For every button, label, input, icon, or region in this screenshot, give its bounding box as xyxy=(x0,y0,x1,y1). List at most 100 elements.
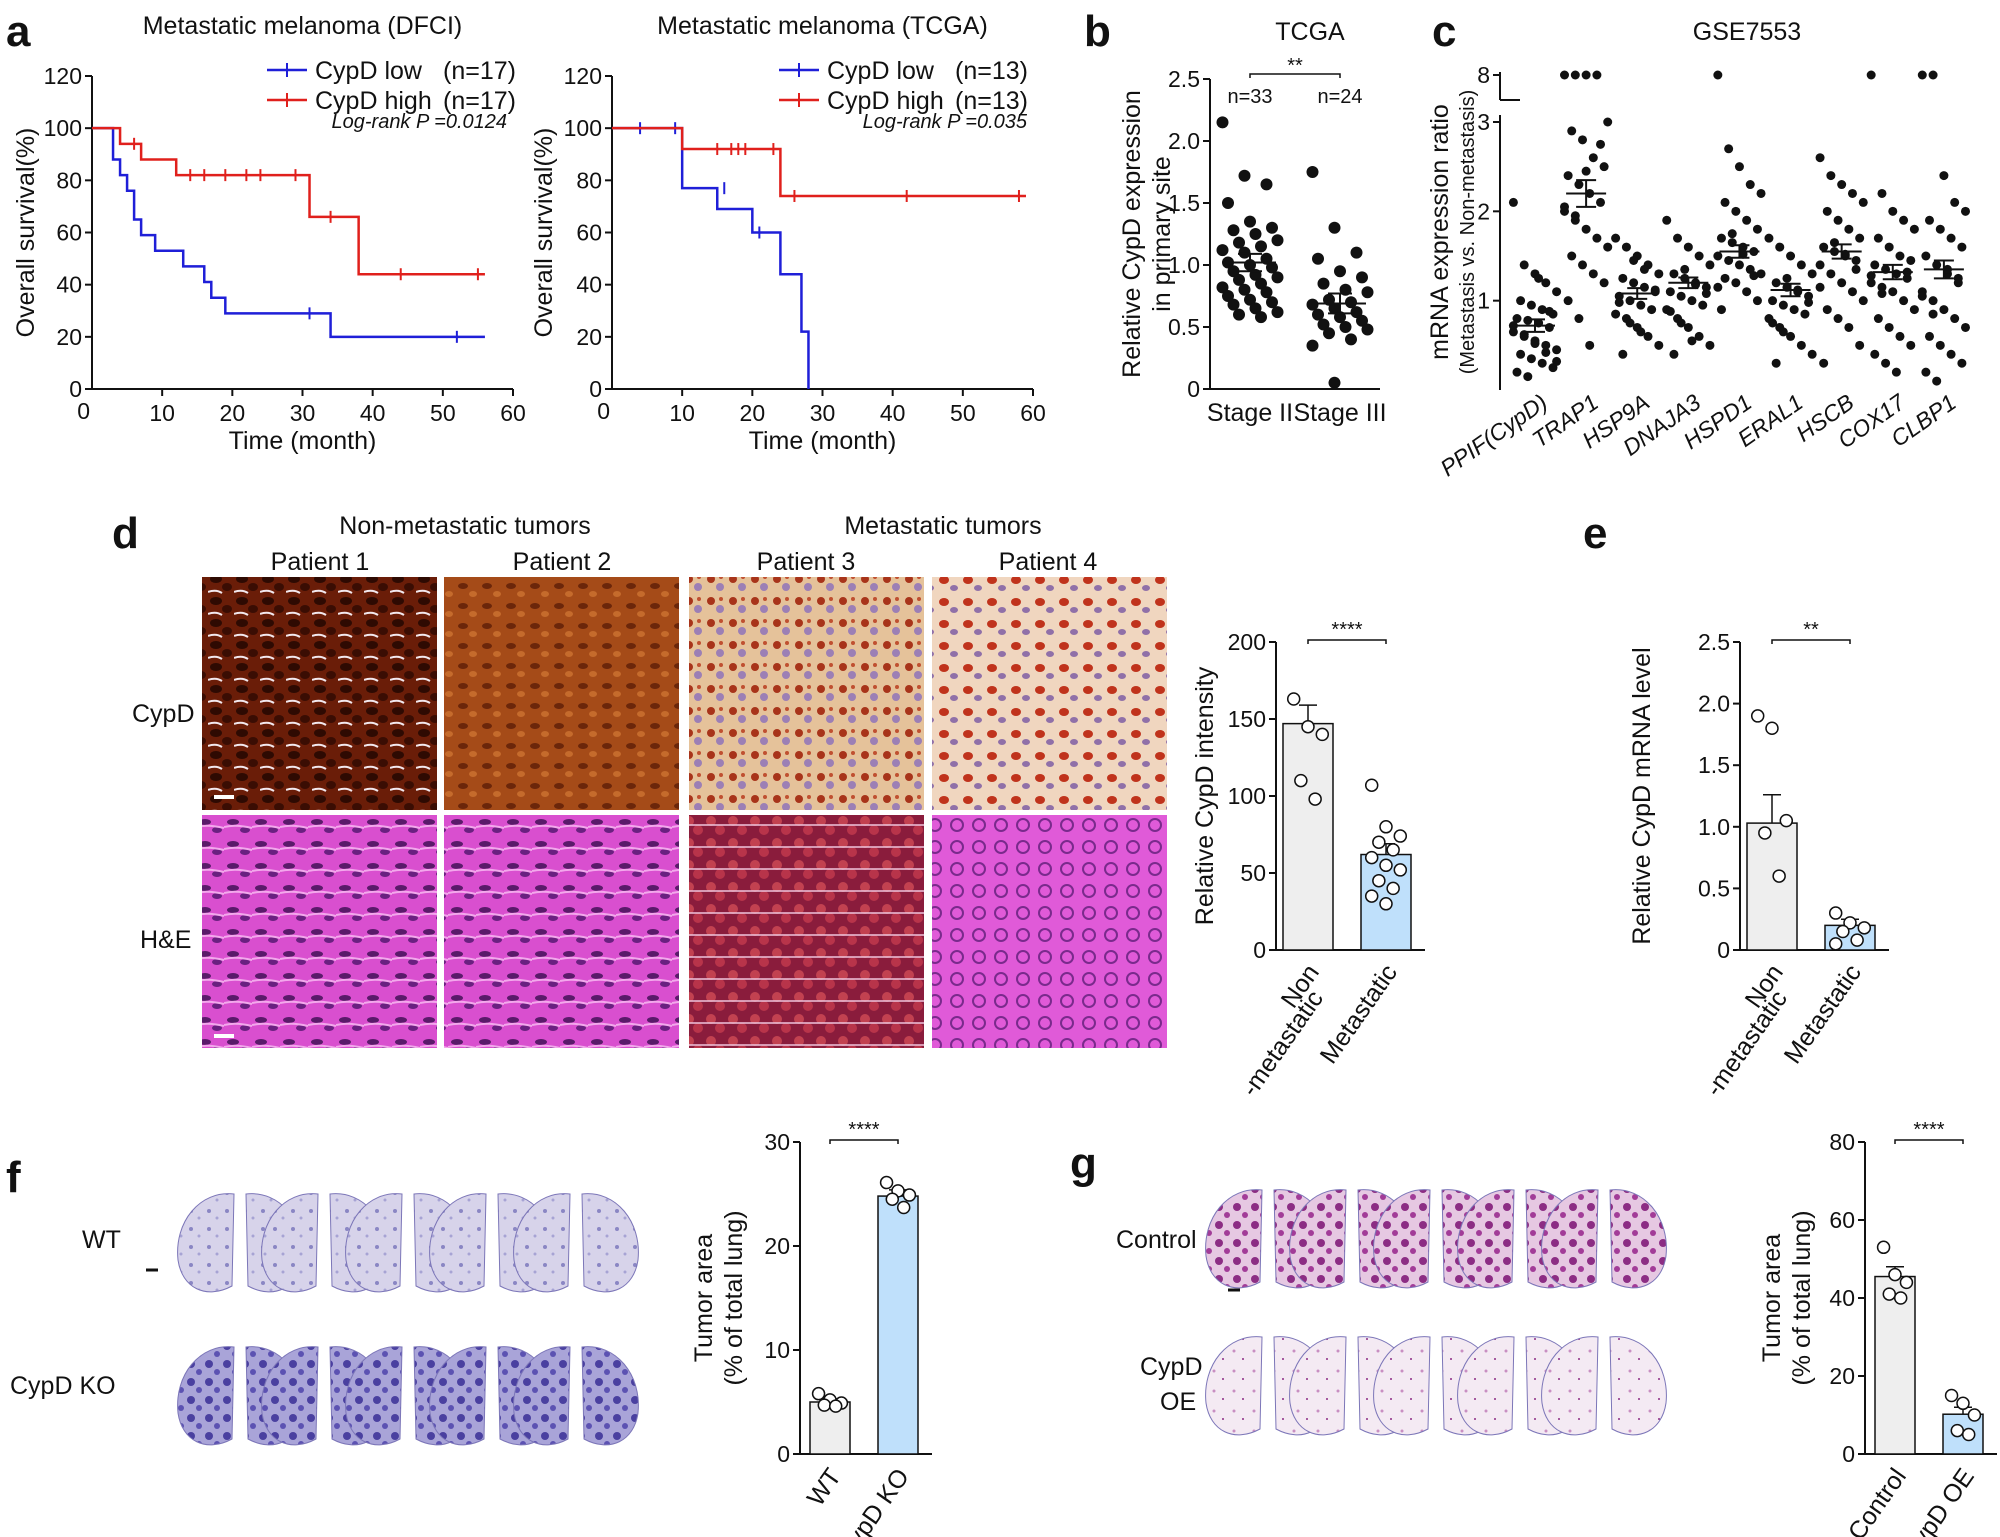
data-point xyxy=(1771,278,1781,288)
y-tick-label: 0.5 xyxy=(1168,314,1200,340)
row-label-cypd-oe-1: CypD xyxy=(1140,1353,1203,1381)
data-point xyxy=(1858,197,1868,207)
legend-n-label: (n=17) xyxy=(443,87,516,115)
data-point xyxy=(1847,188,1857,198)
data-point xyxy=(1596,139,1606,149)
patient-2-label: Patient 2 xyxy=(513,548,612,576)
data-point xyxy=(1222,197,1234,209)
lung-left-lobe xyxy=(1373,1336,1431,1436)
data-point xyxy=(1768,318,1778,328)
y-tick-label: 30 xyxy=(764,1129,790,1155)
data-point xyxy=(1727,229,1737,239)
data-point xyxy=(885,1192,900,1206)
data-point xyxy=(1650,285,1660,295)
data-point xyxy=(1756,269,1766,279)
km-chart-a2: Metastatic melanoma (TCGA)02040608010012… xyxy=(530,12,1046,455)
data-point xyxy=(1625,318,1635,328)
data-point xyxy=(1222,290,1234,302)
data-point xyxy=(1866,271,1876,281)
y-tick-label: 60 xyxy=(576,220,602,246)
bar xyxy=(877,1195,919,1455)
data-point xyxy=(1317,277,1330,290)
data-point xyxy=(1654,340,1664,350)
y-tick-label: 80 xyxy=(56,167,82,193)
data-point xyxy=(1775,242,1785,252)
row-label-cypd-oe-2: OE xyxy=(1160,1388,1196,1416)
data-point xyxy=(1957,242,1967,252)
y-tick-label: 40 xyxy=(56,272,82,298)
data-point xyxy=(1680,264,1690,274)
data-point xyxy=(1899,215,1909,225)
data-point xyxy=(1673,233,1683,243)
significance-bracket xyxy=(1249,73,1341,78)
he-patient-2 xyxy=(444,815,679,1048)
data-point xyxy=(1815,153,1825,163)
legend-n-label: (n=13) xyxy=(955,57,1028,85)
y-tick-label: 2.0 xyxy=(1698,691,1730,717)
data-point xyxy=(1328,376,1341,389)
data-point xyxy=(1866,70,1876,80)
data-point xyxy=(1888,1267,1902,1282)
x-tick-label: 20 xyxy=(740,400,766,426)
data-point xyxy=(1227,224,1240,237)
x-category-label: CypD KO xyxy=(831,1463,915,1537)
data-point xyxy=(1227,265,1240,278)
data-point xyxy=(1312,308,1324,321)
data-point xyxy=(1618,349,1628,359)
data-point xyxy=(1286,692,1301,706)
y-tick-label: 20 xyxy=(764,1233,790,1259)
data-point xyxy=(1516,349,1526,359)
data-point xyxy=(1350,246,1363,259)
data-point xyxy=(1323,327,1335,340)
data-point xyxy=(1758,826,1772,840)
data-point xyxy=(1526,300,1536,310)
data-point xyxy=(1361,323,1374,336)
lung-slice-wt xyxy=(513,1193,639,1293)
y-tick-label: 3 xyxy=(1477,109,1490,135)
data-point xyxy=(1870,349,1880,359)
data-point xyxy=(1694,331,1704,341)
data-point xyxy=(1764,233,1774,243)
data-point xyxy=(1386,881,1400,896)
lung-left-lobe xyxy=(1541,1336,1599,1436)
data-point xyxy=(1909,224,1919,234)
data-point xyxy=(1662,215,1672,225)
data-point xyxy=(1935,224,1945,234)
data-point xyxy=(1563,296,1573,306)
data-point xyxy=(1782,273,1792,283)
x-category-label: Control xyxy=(1843,1463,1912,1537)
chart-title: Metastatic melanoma (TCGA) xyxy=(657,12,988,40)
data-point xyxy=(1541,347,1551,357)
data-point xyxy=(1779,813,1794,828)
y-tick-label: 40 xyxy=(1829,1285,1855,1311)
y-tick-label: 20 xyxy=(56,324,82,350)
data-point xyxy=(1393,863,1408,877)
scatter-chart-b: TCGA 0 0.5 1.0 1.5 2.0 2.5 Relative CypD expres… xyxy=(1118,18,1387,427)
data-point xyxy=(1560,70,1570,80)
y-axis-label: Relative CypD mRNA level xyxy=(1628,647,1656,944)
y-axis-label: (% of total lung) xyxy=(720,1210,748,1385)
data-point xyxy=(1772,869,1786,883)
data-point xyxy=(1519,260,1529,270)
data-point xyxy=(1749,271,1759,281)
data-point xyxy=(1924,215,1934,225)
data-point xyxy=(1629,255,1639,265)
data-point xyxy=(1895,331,1905,341)
data-point xyxy=(1592,70,1602,80)
data-point xyxy=(1334,265,1346,278)
data-point xyxy=(1578,260,1588,270)
data-point xyxy=(1603,117,1613,127)
legend-label: CypD low xyxy=(315,57,423,85)
data-point xyxy=(1844,322,1854,332)
survival-curve-cypd-high xyxy=(612,126,1026,198)
ihc-cypd-patient-1 xyxy=(202,577,437,810)
y-axis-label: Relative CypD intensity xyxy=(1191,666,1219,925)
data-point xyxy=(1778,300,1788,310)
data-point xyxy=(1530,339,1540,349)
data-point xyxy=(1636,327,1646,337)
data-point xyxy=(1815,260,1825,270)
data-point xyxy=(1833,215,1843,225)
y-tick-label: 0 xyxy=(1253,937,1266,963)
lung-left-lobe xyxy=(177,1346,235,1446)
panel-label-a: a xyxy=(6,7,31,56)
